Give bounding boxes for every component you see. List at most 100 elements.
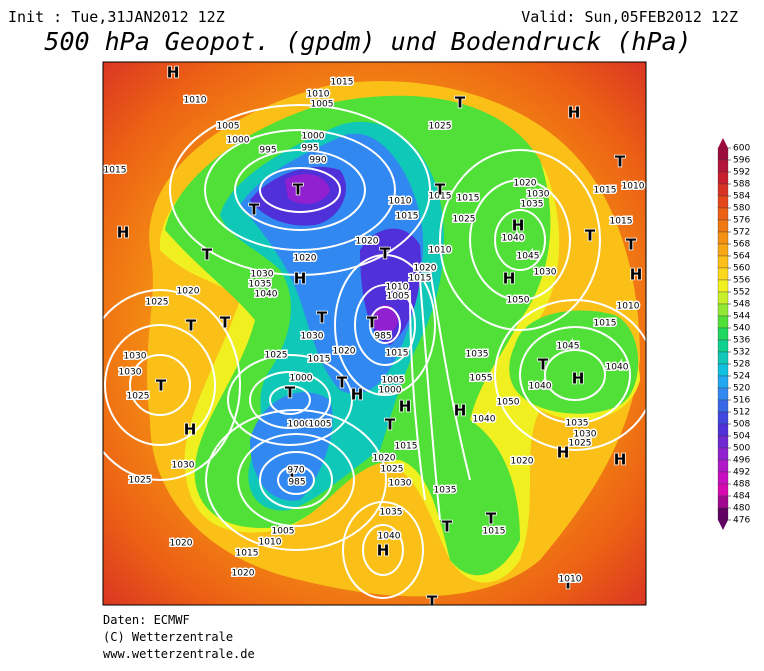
pressure-center: H [454, 402, 467, 420]
isobar-label: 1040 [255, 290, 278, 300]
isobar-label: 1030 [301, 332, 324, 342]
isobar-label: 1015 [236, 549, 259, 559]
colorbar-label: 500 [733, 444, 750, 454]
colorbar-label: 520 [733, 384, 750, 394]
isobar-label: 1030 [119, 368, 142, 378]
colorbar-swatch [717, 147, 729, 161]
footer-line: Daten: ECMWF [103, 613, 190, 627]
isobar-label: 1015 [104, 166, 127, 176]
colorbar-label: 600 [733, 144, 750, 154]
colorbar-label: 528 [733, 360, 750, 370]
colorbar-swatch [717, 459, 729, 473]
isobar-label: 1025 [146, 298, 169, 308]
colorbar-swatch [717, 471, 729, 485]
colorbar-label: 556 [733, 276, 750, 286]
pressure-center: T [156, 377, 167, 395]
colorbar-label: 592 [733, 168, 750, 178]
pressure-center: T [442, 518, 453, 536]
isobar-label: 970 [287, 466, 304, 476]
isobar-label: 1035 [380, 508, 403, 518]
isobar-label: 1035 [434, 486, 457, 496]
isobar-label: 1050 [507, 296, 530, 306]
colorbar-cap [718, 138, 728, 148]
isobar-label: 1025 [129, 476, 152, 486]
pressure-center: H [557, 444, 570, 462]
pressure-center: T [538, 356, 549, 374]
colorbar-swatch [717, 423, 729, 437]
colorbar-label: 488 [733, 480, 750, 490]
colorbar-label: 476 [733, 516, 750, 526]
colorbar-swatch [717, 351, 729, 365]
colorbar-swatch [717, 315, 729, 329]
colorbar-swatch [717, 159, 729, 173]
colorbar-label: 492 [733, 468, 750, 478]
pressure-center: T [585, 227, 596, 245]
map-field: H1010101510101005100510009951000995990T1… [103, 62, 646, 605]
colorbar-label: 484 [733, 492, 750, 502]
isobar-label: 1015 [331, 78, 354, 88]
isobar-label: 1015 [308, 355, 331, 365]
colorbar-swatch [717, 375, 729, 389]
isobar-label: 1045 [517, 252, 540, 262]
colorbar-swatch [717, 483, 729, 497]
colorbar-label: 552 [733, 288, 750, 298]
colorbar-swatch [717, 495, 729, 509]
isobar-label: 1035 [466, 350, 489, 360]
isobar-label: 1020 [170, 539, 193, 549]
colorbar-label: 564 [733, 252, 750, 262]
pressure-center: T [285, 384, 296, 402]
colorbar-swatch [717, 399, 729, 413]
isobar-label: 1010 [386, 283, 409, 293]
pressure-center: H [614, 451, 627, 469]
colorbar-label: 508 [733, 420, 750, 430]
colorbar-swatch [717, 435, 729, 449]
isobar-label: 1020 [177, 287, 200, 297]
isobar-label: 1000 [227, 136, 250, 146]
isobar-label: 1010 [429, 246, 452, 256]
colorbar-label: 560 [733, 264, 750, 274]
colorbar-swatch [717, 279, 729, 293]
pressure-center: H [630, 266, 643, 284]
isobar-label: 1035 [249, 280, 272, 290]
pressure-center: T [615, 153, 626, 171]
isobar-label: 1025 [429, 122, 452, 132]
isobar-label: 1000 [379, 386, 402, 396]
isobar-label: 1040 [502, 234, 525, 244]
pressure-center: T [202, 246, 213, 264]
colorbar-swatch [717, 267, 729, 281]
isobar-label: 1010 [184, 96, 207, 106]
isobar-label: 1020 [356, 237, 379, 247]
init-time: Init : Tue,31JAN2012 12Z [8, 8, 225, 26]
isobar-label: 1020 [514, 179, 537, 189]
isobar-label: 1030 [574, 430, 597, 440]
pressure-center: T [337, 374, 348, 392]
colorbar-label: 580 [733, 204, 750, 214]
pressure-center: H [351, 386, 364, 404]
isobar-label: 985 [374, 332, 391, 342]
pressure-center: H [503, 270, 516, 288]
pressure-center: T [287, 467, 298, 485]
isobars [103, 104, 646, 599]
colorbar-swatch [717, 363, 729, 377]
colorbar-swatch [717, 219, 729, 233]
isobar-label: 1010 [617, 302, 640, 312]
isobar-label: 1045 [557, 342, 580, 352]
isobar-label: 1020 [294, 254, 317, 264]
pressure-center: T [435, 181, 446, 199]
isobar-label: 1025 [569, 439, 592, 449]
isobar-label: 1005 [272, 527, 295, 537]
isobar-label: 1030 [172, 461, 195, 471]
colorbar-label: 480 [733, 504, 750, 514]
colorbar-swatch [717, 327, 729, 341]
colorbar: 600 596 592 588 584 580 576 572 568 564 560 556 552 5… [717, 138, 750, 530]
isobar-label: 1035 [566, 419, 589, 429]
footer-line: www.wetterzentrale.de [103, 647, 255, 661]
pressure-center: H [117, 224, 130, 242]
colorbar-label: 524 [733, 372, 750, 382]
colorbar-swatch [717, 507, 729, 521]
isobar-label: 1005 [217, 122, 240, 132]
isobar-label: 1020 [333, 347, 356, 357]
isobar-label: 1030 [124, 352, 147, 362]
